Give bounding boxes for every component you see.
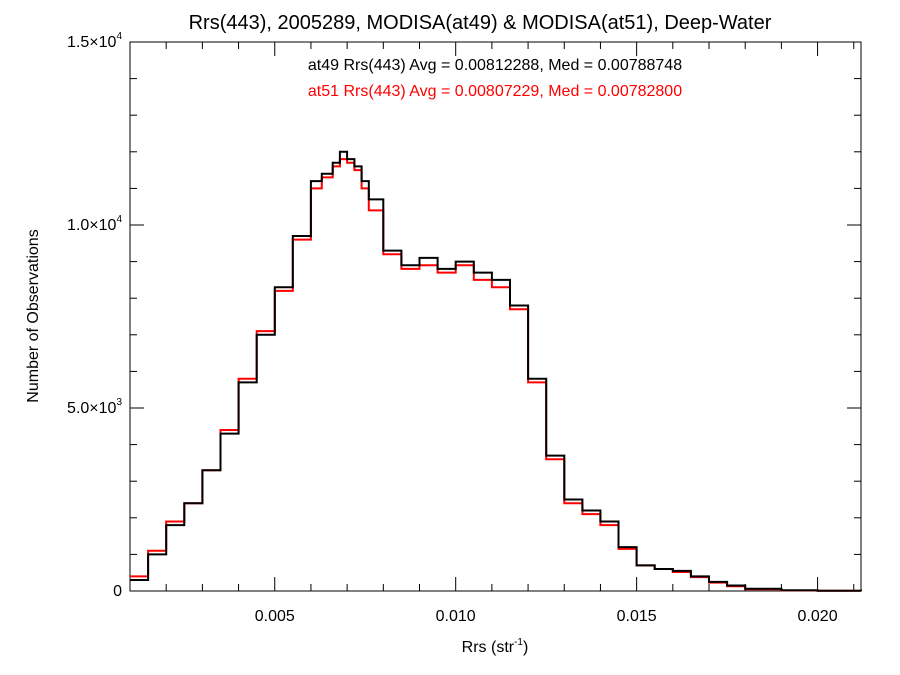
y-axis-minor-ticks: [130, 78, 861, 555]
x-axis-ticks: 0.005 0.010 0.015 0.020: [255, 42, 838, 625]
x-axis-label-sup: -1: [514, 637, 523, 648]
y-axis-label: Number of Observations: [25, 229, 42, 402]
x-axis-label-end: ): [523, 639, 528, 656]
x-tick-label: 0.005: [255, 608, 295, 625]
y-tick-label: 5.0×103: [67, 397, 122, 417]
x-axis-minor-ticks: [165, 42, 855, 591]
series-line-at51: [130, 158, 862, 592]
x-tick-label: 0.010: [436, 608, 476, 625]
x-axis-label-main: Rrs (str: [462, 639, 515, 656]
series-line-at49: [130, 150, 862, 592]
x-axis-label: Rrs (str-1): [462, 637, 529, 656]
y-tick-label: 1.5×104: [67, 31, 122, 51]
y-tick-label: 0: [113, 583, 122, 600]
y-axis-ticks: 0 5.0×103 1.0×104 1.5×104: [67, 31, 861, 600]
x-tick-label: 0.020: [798, 608, 838, 625]
x-tick-label: 0.015: [617, 608, 657, 625]
annotation-at49: at49 Rrs(443) Avg = 0.00812288, Med = 0.…: [308, 57, 682, 74]
y-tick-label: 1.0×104: [67, 214, 122, 234]
annotation-at51: at51 Rrs(443) Avg = 0.00807229, Med = 0.…: [308, 83, 682, 100]
plot-frame: [129, 41, 862, 592]
chart-title: Rrs(443), 2005289, MODISA(at49) & MODISA…: [189, 12, 772, 34]
